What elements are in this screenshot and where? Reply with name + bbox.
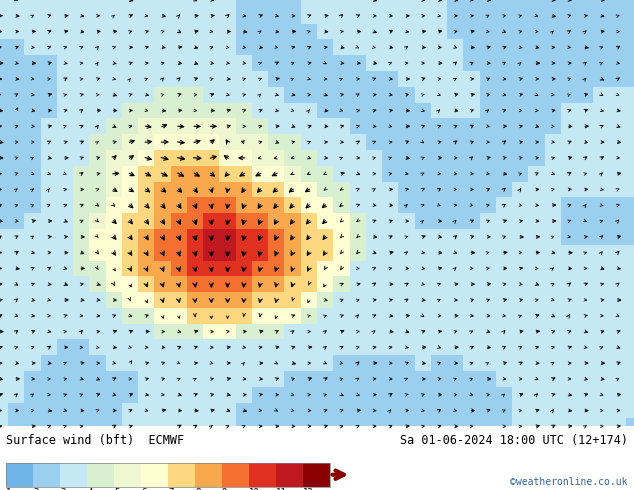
Bar bbox=[6, 463, 33, 487]
Text: 8: 8 bbox=[195, 488, 200, 490]
Text: 2: 2 bbox=[34, 488, 39, 490]
Text: 6: 6 bbox=[141, 488, 146, 490]
Bar bbox=[141, 463, 168, 487]
Text: 1: 1 bbox=[6, 488, 11, 490]
Text: 4: 4 bbox=[87, 488, 93, 490]
Text: 5: 5 bbox=[114, 488, 119, 490]
Bar bbox=[168, 463, 195, 487]
Bar bbox=[60, 463, 87, 487]
Text: 11: 11 bbox=[276, 488, 287, 490]
Bar bbox=[303, 463, 330, 487]
Text: ©weatheronline.co.uk: ©weatheronline.co.uk bbox=[510, 477, 628, 487]
Text: 7: 7 bbox=[168, 488, 173, 490]
Text: Sa 01-06-2024 18:00 UTC (12+174): Sa 01-06-2024 18:00 UTC (12+174) bbox=[399, 434, 628, 447]
Bar bbox=[222, 463, 249, 487]
Text: 3: 3 bbox=[60, 488, 65, 490]
Bar bbox=[249, 463, 276, 487]
Text: 12: 12 bbox=[303, 488, 313, 490]
Bar bbox=[114, 463, 141, 487]
Bar bbox=[6, 463, 330, 487]
Text: 9: 9 bbox=[222, 488, 227, 490]
Text: 10: 10 bbox=[249, 488, 259, 490]
Bar bbox=[195, 463, 222, 487]
Bar bbox=[276, 463, 303, 487]
Text: Surface wind (bft)  ECMWF: Surface wind (bft) ECMWF bbox=[6, 434, 184, 447]
Bar bbox=[34, 463, 60, 487]
Bar bbox=[87, 463, 114, 487]
